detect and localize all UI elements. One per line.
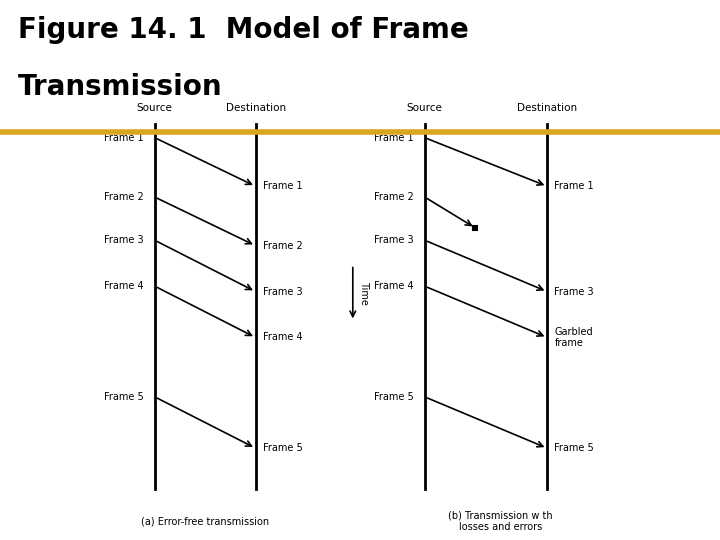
Text: Frame 3: Frame 3 <box>263 287 302 296</box>
Text: Frame 1: Frame 1 <box>554 181 594 191</box>
Text: Source: Source <box>137 103 173 113</box>
Text: Frame 5: Frame 5 <box>104 392 144 402</box>
Text: Frame 4: Frame 4 <box>104 281 144 291</box>
Text: Time: Time <box>359 281 369 305</box>
Text: Frame 5: Frame 5 <box>374 392 414 402</box>
Text: Frame 3: Frame 3 <box>554 287 594 296</box>
Text: (a) Error-free transmission: (a) Error-free transmission <box>141 516 269 526</box>
Text: Garbled
frame: Garbled frame <box>554 327 593 348</box>
Text: Frame 2: Frame 2 <box>374 192 414 202</box>
Text: Figure 14. 1  Model of Frame: Figure 14. 1 Model of Frame <box>18 16 469 44</box>
Text: Frame 4: Frame 4 <box>263 333 302 342</box>
Text: Frame 1: Frame 1 <box>374 133 414 143</box>
Text: Frame 3: Frame 3 <box>374 235 414 245</box>
Text: Frame 5: Frame 5 <box>554 443 594 453</box>
Text: Frame 2: Frame 2 <box>104 192 144 202</box>
Text: Source: Source <box>407 103 443 113</box>
Text: Frame 1: Frame 1 <box>104 133 144 143</box>
Text: Frame 5: Frame 5 <box>263 443 302 453</box>
Text: Destination: Destination <box>517 103 577 113</box>
Text: Frame 3: Frame 3 <box>104 235 144 245</box>
Text: (b) Transmission w th
losses and errors: (b) Transmission w th losses and errors <box>448 510 553 532</box>
Text: Frame 2: Frame 2 <box>263 241 302 251</box>
Text: Frame 4: Frame 4 <box>374 281 414 291</box>
Text: Destination: Destination <box>225 103 286 113</box>
Text: Transmission: Transmission <box>18 73 222 101</box>
Text: Frame 1: Frame 1 <box>263 181 302 191</box>
